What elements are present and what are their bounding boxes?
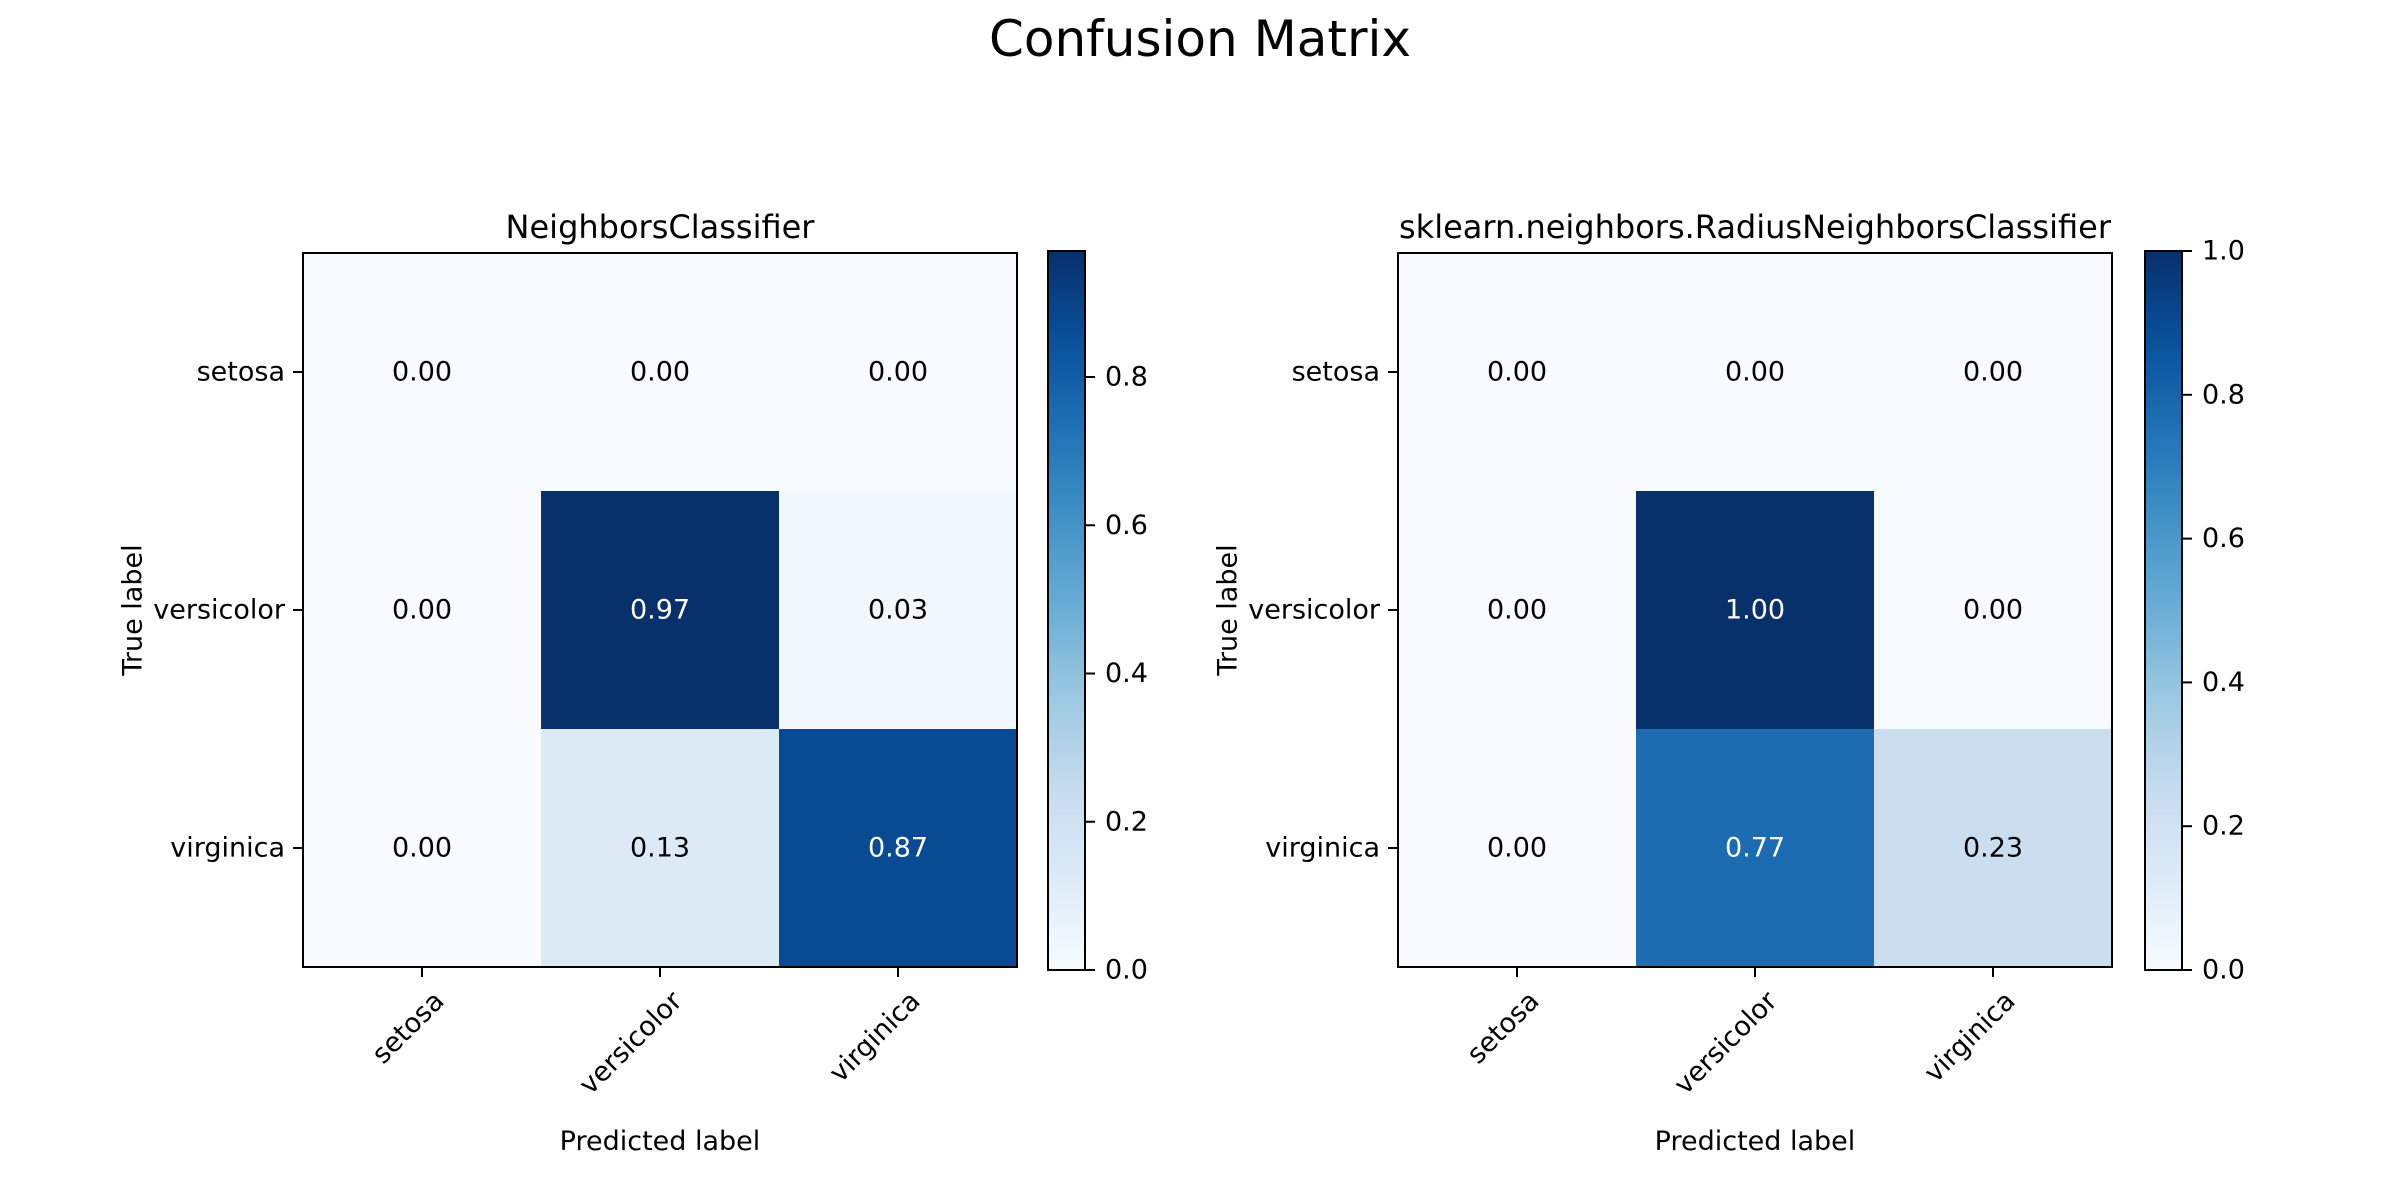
- panel-1-cell-label: 0.03: [868, 595, 928, 626]
- panel-1-cell-label: 0.97: [630, 595, 690, 626]
- panel-1-heatmap-cell: [303, 253, 542, 492]
- panel-2-heatmap-cell: [1636, 729, 1875, 968]
- panel-2-x-tick-label: setosa: [1461, 986, 1545, 1070]
- panel-1-title: NeighborsClassifier: [506, 208, 816, 246]
- panel-1-cell-label: 0.00: [630, 357, 690, 388]
- panel-2-y-axis-label: True label: [1213, 544, 1244, 676]
- panel-1-heatmap-cell: [541, 491, 780, 730]
- panel-1-x-axis-label: Predicted label: [560, 1126, 761, 1157]
- panel-1-colorbar-tick-label: 0.8: [1105, 362, 1148, 393]
- panel-2-heatmap-cell: [1398, 253, 1637, 492]
- panel-2-colorbar-tick-label: 1.0: [2202, 236, 2245, 267]
- panel-2-heatmap-cell: [1874, 729, 2113, 968]
- panel-1-cell-label: 0.00: [868, 357, 928, 388]
- panel-1-heatmap-cell: [779, 491, 1018, 730]
- panel-2-heatmap-cell: [1398, 729, 1637, 968]
- panel-1-y-tick-label: virginica: [170, 833, 285, 864]
- panel-1-y-tick-label: setosa: [197, 357, 285, 388]
- panel-1-cell-label: 0.87: [868, 833, 928, 864]
- panel-2-cell-label: 1.00: [1725, 595, 1785, 626]
- panel-2-cell-label: 0.00: [1963, 595, 2023, 626]
- panel-2-cell-label: 0.00: [1725, 357, 1785, 388]
- panel-2-heatmap-cell: [1874, 253, 2113, 492]
- panel-2-x-tick-label: versicolor: [1668, 985, 1784, 1101]
- panel-2-heatmap-cell: [1636, 491, 1875, 730]
- panel-1-cell-label: 0.00: [392, 833, 452, 864]
- panel-2-colorbar-tick-label: 0.2: [2202, 811, 2245, 842]
- panel-2-heatmap-cell: [1874, 491, 2113, 730]
- figure-title: Confusion Matrix: [988, 10, 1412, 68]
- panel-1-heatmap-cell: [303, 491, 542, 730]
- panel-1-colorbar-tick-label: 0.2: [1105, 806, 1148, 837]
- panel-1-heatmap-cell: [779, 729, 1018, 968]
- panel-1-x-tick-label: versicolor: [573, 985, 689, 1101]
- panel-2-x-axis-label: Predicted label: [1655, 1126, 1856, 1157]
- panel-2-cell-label: 0.00: [1487, 833, 1547, 864]
- panel-2-cell-label: 0.23: [1963, 833, 2023, 864]
- panel-1-cell-label: 0.13: [630, 833, 690, 864]
- panel-1-colorbar-tick-label: 0.0: [1105, 955, 1148, 986]
- panel-2-colorbar-tick-label: 0.4: [2202, 667, 2245, 698]
- panel-2-x-tick-label: virginica: [1918, 986, 2021, 1089]
- panel-2-colorbar-tick-label: 0.0: [2202, 955, 2245, 986]
- panel-2-y-tick-label: versicolor: [1248, 595, 1381, 626]
- panel-2-heatmap-cell: [1636, 253, 1875, 492]
- panel-2-cell-label: 0.77: [1725, 833, 1785, 864]
- panel-2-colorbar-tick-label: 0.6: [2202, 523, 2245, 554]
- panel-2-colorbar: [2144, 250, 2183, 971]
- panel-2-cell-label: 0.00: [1963, 357, 2023, 388]
- panel-1-cell-label: 0.00: [392, 357, 452, 388]
- panel-1-heatmap-cell: [303, 729, 542, 968]
- panel-2-cell-label: 0.00: [1487, 595, 1547, 626]
- panel-1-x-tick-label: setosa: [366, 986, 450, 1070]
- panel-2-y-tick-label: setosa: [1292, 357, 1380, 388]
- panel-1-y-axis-label: True label: [118, 544, 149, 676]
- panel-2-colorbar-tick-label: 0.8: [2202, 379, 2245, 410]
- panel-2-cell-label: 0.00: [1487, 357, 1547, 388]
- panel-2-heatmap-cell: [1398, 491, 1637, 730]
- panel-1-colorbar-tick-label: 0.6: [1105, 510, 1148, 541]
- panel-1-heatmap-cell: [541, 253, 780, 492]
- panel-1-colorbar: [1047, 250, 1086, 971]
- panel-1-cell-label: 0.00: [392, 595, 452, 626]
- panel-1-heatmap-cell: [779, 253, 1018, 492]
- panel-2-title: sklearn.neighbors.RadiusNeighborsClassif…: [1399, 208, 2112, 246]
- panel-1-x-tick-label: virginica: [823, 986, 926, 1089]
- panel-2-y-tick-label: virginica: [1265, 833, 1380, 864]
- panel-1-heatmap-cell: [541, 729, 780, 968]
- panel-1-y-tick-label: versicolor: [153, 595, 286, 626]
- panel-1-colorbar-tick-label: 0.4: [1105, 658, 1148, 689]
